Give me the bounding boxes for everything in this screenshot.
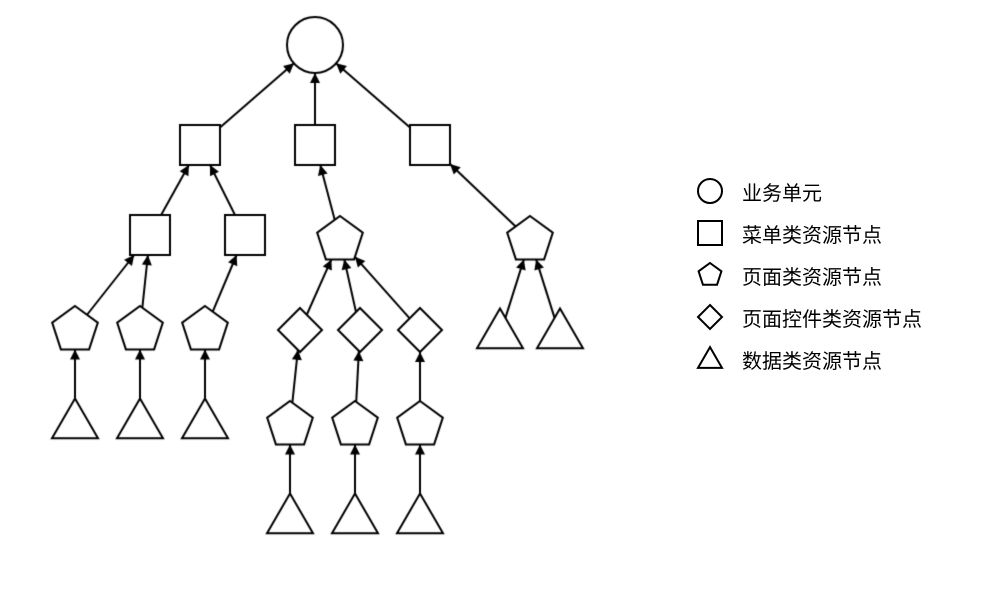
pentagon-icon xyxy=(690,261,730,289)
triangle-icon xyxy=(690,345,730,373)
legend-label: 数据类资源节点 xyxy=(742,345,882,374)
legend-row: 页面类资源节点 xyxy=(690,259,922,291)
legend-row: 数据类资源节点 xyxy=(690,343,922,375)
diamond-icon xyxy=(690,303,730,331)
circle-icon xyxy=(690,177,730,205)
legend-label: 菜单类资源节点 xyxy=(742,219,882,248)
legend-label: 页面控件类资源节点 xyxy=(742,303,922,332)
legend-row: 菜单类资源节点 xyxy=(690,217,922,249)
legend-row: 页面控件类资源节点 xyxy=(690,301,922,333)
square-icon xyxy=(690,219,730,247)
legend-label: 业务单元 xyxy=(742,177,822,206)
legend-row: 业务单元 xyxy=(690,175,922,207)
legend-label: 页面类资源节点 xyxy=(742,261,882,290)
legend: 业务单元菜单类资源节点页面类资源节点页面控件类资源节点数据类资源节点 xyxy=(690,175,922,385)
